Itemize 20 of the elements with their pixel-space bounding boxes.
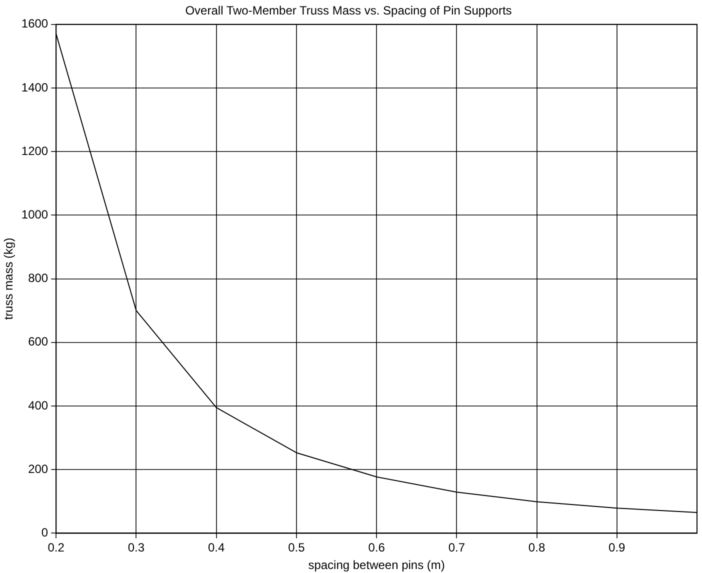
x-tick-label: 0.3 xyxy=(128,540,145,555)
x-axis-title: spacing between pins (m) xyxy=(308,558,445,572)
y-tick-label: 1600 xyxy=(21,16,48,31)
y-tick-label: 600 xyxy=(28,334,48,349)
x-tick-label: 0.8 xyxy=(528,540,546,555)
x-tick-label: 0.4 xyxy=(208,540,225,555)
y-tick-label: 200 xyxy=(28,462,48,476)
y-tick-label: 400 xyxy=(28,398,48,412)
y-tick-label: 1200 xyxy=(21,144,48,158)
y-tick-label: 1400 xyxy=(21,80,48,94)
x-tick-label: 0.7 xyxy=(448,540,466,555)
x-tick-label: 0.2 xyxy=(48,540,65,555)
y-tick-label: 800 xyxy=(28,271,48,286)
y-tick-label: 1000 xyxy=(21,208,48,222)
chart-title: Overall Two-Member Truss Mass vs. Spacing of Pin Supports xyxy=(185,4,512,18)
x-tick-label: 0.5 xyxy=(288,540,306,555)
y-axis-title: truss mass (kg) xyxy=(2,238,16,320)
x-tick-label: 0.6 xyxy=(368,540,386,555)
y-tick-label: 0 xyxy=(41,526,48,540)
x-tick-label: 0.9 xyxy=(608,540,626,555)
